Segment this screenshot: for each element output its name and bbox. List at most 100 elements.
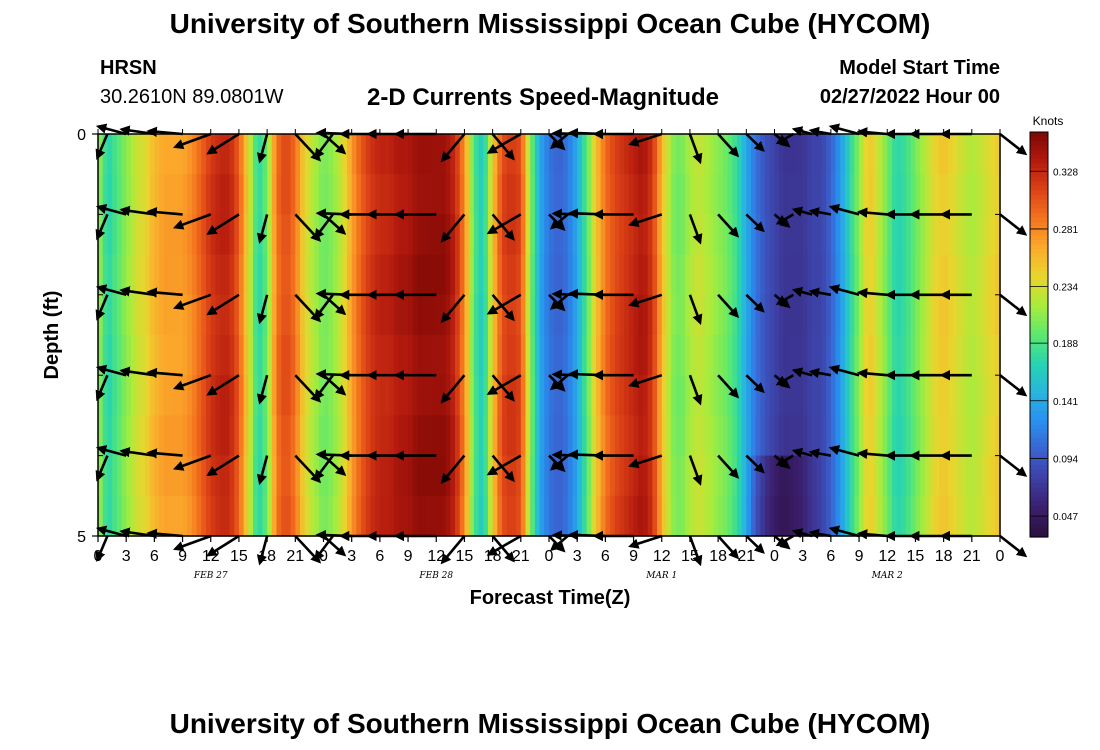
- heatmap-cell: [929, 335, 935, 376]
- heatmap-cell: [774, 254, 780, 296]
- heatmap-cell: [769, 294, 776, 336]
- heatmap-cell: [290, 134, 296, 175]
- heatmap-cell: [229, 174, 235, 215]
- heatmap-cell: [417, 455, 423, 497]
- heatmap-cell: [384, 455, 390, 497]
- heatmap-cell: [938, 335, 945, 376]
- colorbar-swatch: [1030, 465, 1048, 471]
- colorbar-label: Knots: [1033, 114, 1064, 128]
- heatmap-cell: [581, 455, 588, 497]
- heatmap-cell: [760, 214, 766, 256]
- heatmap-cell: [967, 254, 973, 296]
- heatmap-cell: [234, 214, 240, 256]
- heatmap-cell: [774, 415, 780, 457]
- heatmap-cell: [873, 495, 879, 537]
- heatmap-cell: [182, 294, 188, 336]
- heatmap-cell: [149, 415, 155, 457]
- heatmap-cell: [953, 214, 959, 256]
- heatmap-cell: [985, 254, 992, 296]
- heatmap-cell: [671, 174, 677, 215]
- heatmap-cell: [487, 455, 494, 497]
- heatmap-cell: [769, 214, 776, 256]
- heatmap-cell: [619, 134, 625, 175]
- heatmap-cell: [948, 214, 954, 256]
- colorbar-swatch: [1030, 442, 1048, 448]
- heatmap-cell: [854, 335, 860, 376]
- heatmap-cell: [591, 455, 597, 497]
- heatmap-cell: [802, 335, 808, 376]
- heatmap-cell: [891, 455, 898, 497]
- heatmap-cell: [135, 495, 141, 537]
- heatmap-cell: [234, 375, 240, 416]
- heatmap-cell: [816, 174, 823, 215]
- current-vector: [256, 214, 269, 244]
- heatmap-cell: [389, 415, 395, 457]
- heatmap-cell: [201, 254, 207, 296]
- heatmap-cell: [295, 455, 301, 497]
- heatmap-cell: [112, 214, 118, 256]
- heatmap-cell: [436, 495, 442, 537]
- x-tick-label: 18: [935, 548, 953, 565]
- colorbar-swatch: [1030, 339, 1048, 345]
- heatmap-cell: [591, 214, 597, 256]
- heatmap-cell: [149, 495, 155, 537]
- heatmap-cell: [976, 134, 982, 175]
- heatmap-cell: [567, 415, 574, 457]
- heatmap-cell: [154, 294, 160, 336]
- heatmap-cell: [130, 134, 137, 175]
- heatmap-cell: [417, 214, 423, 256]
- heatmap-cell: [586, 214, 592, 256]
- current-vector: [775, 454, 794, 466]
- heatmap-cell: [765, 455, 771, 497]
- heatmap-cell: [455, 174, 461, 215]
- heatmap-cell: [281, 375, 287, 416]
- current-vector: [549, 454, 569, 471]
- heatmap-cell: [318, 335, 325, 376]
- heatmap-cell: [473, 254, 480, 296]
- heatmap-cell: [985, 415, 992, 457]
- x-tick-label: 12: [878, 548, 896, 565]
- heatmap-cell: [981, 455, 987, 497]
- heatmap-cell: [154, 214, 160, 256]
- heatmap-cell: [379, 375, 386, 416]
- heatmap-cell: [290, 254, 296, 296]
- heatmap-cell: [163, 174, 170, 215]
- heatmap-cell: [318, 455, 325, 497]
- heatmap-cell: [586, 294, 592, 336]
- heatmap-cell: [929, 214, 935, 256]
- heatmap-cell: [967, 174, 973, 215]
- heatmap-cell: [985, 495, 992, 537]
- heatmap-cell: [943, 134, 949, 175]
- heatmap-cell: [981, 335, 987, 376]
- current-vector: [322, 213, 347, 235]
- heatmap-cell: [797, 174, 804, 215]
- heatmap-cell: [544, 415, 550, 457]
- heatmap-cell: [586, 375, 592, 416]
- heatmap-cell: [953, 415, 959, 457]
- heatmap-cell: [332, 375, 339, 416]
- heatmap-cell: [177, 174, 184, 215]
- heatmap-cell: [755, 214, 762, 256]
- current-vector: [808, 207, 832, 218]
- heatmap-cell: [567, 214, 574, 256]
- heatmap-cell: [459, 335, 466, 376]
- x-tick-label: 3: [798, 548, 807, 565]
- heatmap-cell: [525, 254, 531, 296]
- heatmap-cell: [567, 174, 574, 215]
- heatmap-cell: [300, 375, 306, 416]
- heatmap-cell: [591, 294, 597, 336]
- heatmap-cell: [384, 415, 390, 457]
- colorbar-swatch: [1030, 172, 1048, 178]
- heatmap-cell: [478, 375, 484, 416]
- heatmap-cell: [285, 214, 292, 256]
- heatmap-cell: [967, 495, 973, 537]
- heatmap-cell: [647, 214, 653, 256]
- heatmap-cell: [403, 134, 409, 175]
- heatmap-cell: [257, 335, 264, 376]
- heatmap-cell: [375, 214, 381, 256]
- heatmap-cell: [220, 495, 226, 537]
- heatmap-cell: [704, 294, 710, 336]
- colorbar-tick-label: 0.281: [1053, 225, 1078, 236]
- current-vector: [206, 132, 240, 155]
- heatmap-cell: [708, 495, 715, 537]
